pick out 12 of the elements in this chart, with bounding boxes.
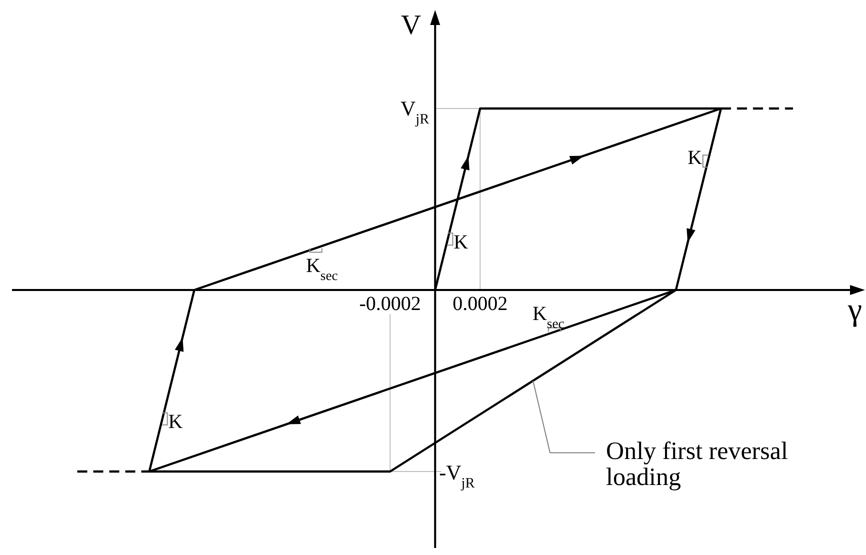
- x-tick-label: -0.0002: [359, 293, 421, 315]
- ref-line-label: -V$_{jR}$: [439, 460, 476, 492]
- annotation: Only first reversal loading: [606, 438, 788, 491]
- y-axis-title: V: [400, 10, 422, 41]
- annotation: K: [168, 411, 184, 434]
- annotation: K$_{sec}$: [532, 303, 564, 331]
- annotation: K: [688, 146, 703, 169]
- x-tick-label: 0.0002: [452, 293, 508, 315]
- ref-line-label: V$_{jR}$: [400, 96, 430, 128]
- annotation: K$_{sec}$: [306, 254, 338, 282]
- annotation: K: [454, 231, 469, 254]
- x-axis-title: γ: [846, 291, 862, 327]
